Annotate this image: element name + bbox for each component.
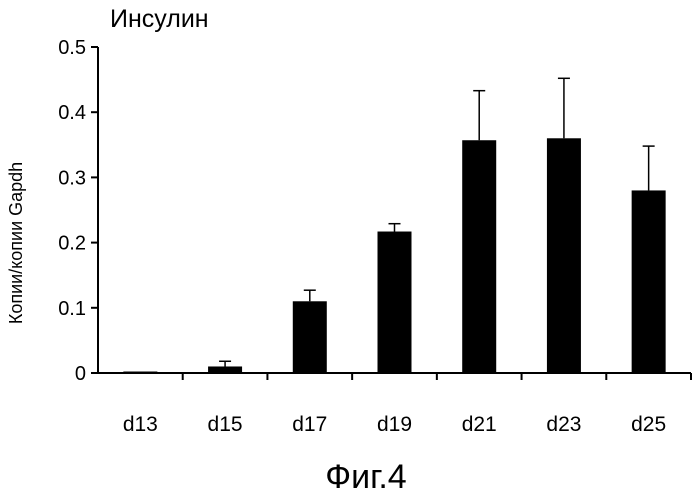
- bar: [632, 190, 666, 373]
- chart-title: Инсулин: [110, 5, 209, 33]
- y-tick-label: 0.1: [58, 298, 86, 320]
- bar: [547, 138, 581, 373]
- bar: [378, 232, 412, 373]
- y-tick-label: 0.5: [58, 37, 86, 59]
- y-axis-label: Копии/копии Gapdh: [6, 162, 26, 324]
- y-tick-label: 0: [75, 363, 86, 385]
- x-tick-label: d23: [546, 413, 581, 436]
- x-tick-label: d13: [123, 413, 158, 436]
- figure-caption: Фиг.4: [325, 458, 406, 496]
- y-tick-label: 0.4: [58, 102, 86, 124]
- bar: [462, 140, 496, 373]
- plot-area: 0 0.1 0.2 0.3 0.4 0.5 d13 d15 d17 d19 d21 d23 d25: [58, 37, 691, 436]
- x-tick-label: d25: [631, 413, 666, 436]
- y-tick-label: 0.2: [58, 233, 86, 255]
- bar: [293, 301, 327, 373]
- x-tick-label: d15: [208, 413, 243, 436]
- x-tick-label: d17: [292, 413, 327, 436]
- x-tick-label: d19: [377, 413, 412, 436]
- y-tick-label: 0.3: [58, 167, 86, 189]
- x-tick-label: d21: [462, 413, 497, 436]
- bar: [208, 366, 242, 373]
- bar: [123, 372, 157, 374]
